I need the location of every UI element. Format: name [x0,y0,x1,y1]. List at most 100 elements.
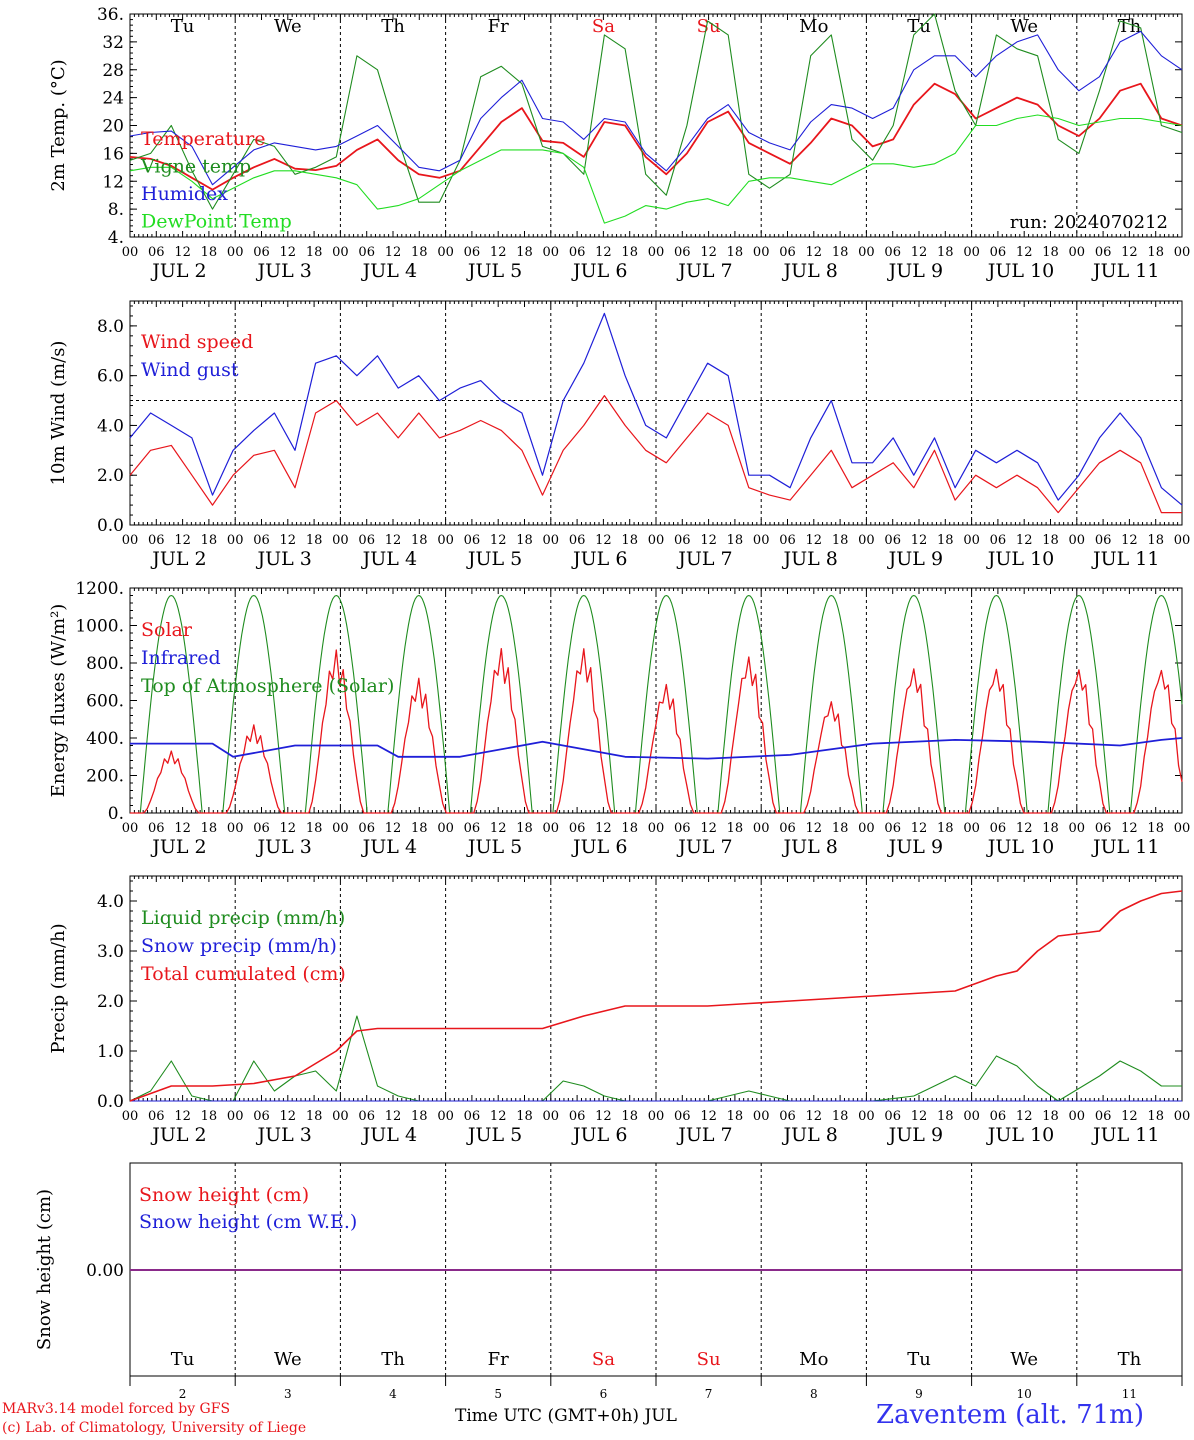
hour-label: 06 [884,1109,901,1124]
hour-label: 18 [832,245,849,260]
weekday-label: We [1010,16,1038,37]
date-label: JUL 9 [887,1124,943,1146]
y-tick-label: 6.0 [97,367,124,387]
hour-label: 00 [1174,1109,1191,1124]
hour-label: 18 [1147,533,1164,548]
date-label: JUL 3 [255,548,311,570]
hour-label: 12 [174,821,191,836]
hour-label: 06 [779,245,796,260]
hour-label: 00 [963,245,980,260]
series-line [129,13,1183,210]
y-tick-label: 400. [86,729,124,749]
hour-label: 12 [280,245,297,260]
series-line [130,737,1183,760]
day-number: 11 [1122,1387,1137,1401]
series-line [129,82,1183,191]
legend-entry: Total cumulated (cm) [141,963,346,985]
y-tick-label: 0. [108,804,124,824]
hour-label: 00 [227,533,244,548]
y-tick-label: 16 [102,144,124,164]
y-axis-title: 2m Temp. (°C) [48,59,69,191]
hour-label: 18 [937,1109,954,1124]
plot-frame [129,13,1183,238]
legend-entry: Wind speed [141,331,253,353]
legend-entry: Snow height (cm W.E.) [139,1211,357,1233]
hour-label: 06 [148,821,165,836]
hour-label: 18 [937,533,954,548]
hour-label: 18 [1042,533,1059,548]
y-tick-label: 1.0 [97,1042,124,1062]
footer-model-credit: MARv3.14 model forced by GFS [2,1401,231,1417]
day-number: 10 [1017,1387,1032,1401]
date-label: JUL 6 [571,1124,627,1146]
weekday-label: Mo [799,16,828,37]
y-tick-label: 24 [102,89,124,109]
date-label: JUL 10 [986,548,1054,570]
hour-label: 06 [674,821,691,836]
legend-entry: Snow height (cm) [139,1184,309,1206]
hour-label: 00 [437,821,454,836]
weekday-label: Fr [488,1349,509,1370]
weekday-label: Sa [592,16,615,37]
series-line [129,114,1183,224]
hour-label: 18 [516,1109,533,1124]
hour-label: 12 [806,533,823,548]
weekday-label: Mo [799,1349,828,1370]
footer-copyright: (c) Lab. of Climatology, University of L… [2,1420,307,1436]
hour-label: 18 [937,821,954,836]
hour-label: 00 [1174,533,1191,548]
y-tick-label: 28 [102,61,124,81]
hour-label: 00 [227,1109,244,1124]
hour-label: 12 [595,245,612,260]
hour-label: 18 [621,1109,638,1124]
hour-label: 00 [543,821,560,836]
hour-label: 12 [595,821,612,836]
legend-entry: Top of Atmosphere (Solar) [141,675,394,697]
hour-label: 12 [174,245,191,260]
hour-label: 00 [1069,821,1086,836]
date-label: JUL 2 [150,548,206,570]
hour-label: 06 [1095,533,1112,548]
legend-entry: Infrared [141,647,221,669]
hour-label: 18 [727,245,744,260]
hour-label: 12 [700,245,717,260]
hour-label: 00 [963,533,980,548]
hour-label: 18 [306,821,323,836]
hour-label: 18 [1042,821,1059,836]
hour-label: 12 [911,533,928,548]
y-tick-label: 32 [102,33,124,53]
date-label: JUL 8 [781,548,837,570]
y-tick-label: 4.0 [97,416,124,436]
hour-label: 12 [385,1109,402,1124]
weekday-label: Sa [592,1349,615,1370]
hour-label: 00 [858,245,875,260]
weekday-label: Tu [907,1349,931,1370]
day-number: 5 [494,1387,502,1401]
hour-label: 06 [990,245,1007,260]
hour-label: 00 [122,821,139,836]
legend-entry: Snow precip (mm/h) [141,935,337,957]
hour-label: 12 [911,1109,928,1124]
day-number: 9 [915,1387,923,1401]
hour-label: 12 [174,1109,191,1124]
hour-label: 12 [1016,245,1033,260]
date-label: JUL 3 [255,260,311,282]
hour-label: 18 [201,245,218,260]
legend-entry: Liquid precip (mm/h) [141,907,345,929]
date-label: JUL 5 [466,548,522,570]
hour-label: 12 [911,245,928,260]
hour-label: 06 [884,533,901,548]
hour-label: 12 [1121,533,1138,548]
y-tick-label: 4. [108,228,124,248]
date-label: JUL 2 [150,836,206,858]
hour-label: 00 [122,1109,139,1124]
hour-label: 06 [148,533,165,548]
date-label: JUL 3 [255,1124,311,1146]
date-label: JUL 8 [781,836,837,858]
weekday-label: We [1010,1349,1038,1370]
y-tick-label: 0.00 [86,1261,124,1281]
hour-label: 06 [148,1109,165,1124]
weekday-label: Tu [907,16,931,37]
date-label: JUL 2 [150,1124,206,1146]
hour-label: 00 [543,245,560,260]
